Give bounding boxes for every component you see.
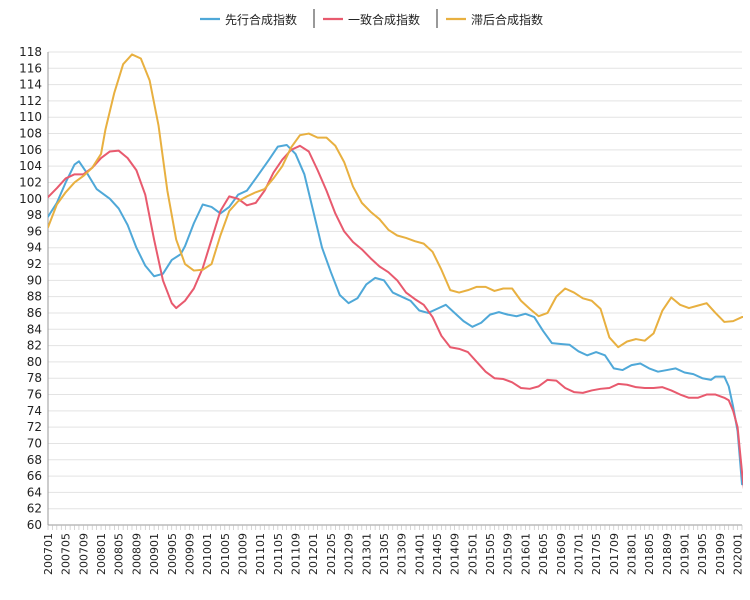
x-tick-label: 201701 bbox=[572, 533, 585, 575]
y-tick-label: 66 bbox=[27, 469, 42, 483]
x-tick-label: 201809 bbox=[661, 533, 674, 575]
y-tick-label: 112 bbox=[19, 94, 42, 108]
x-tick-label: 200901 bbox=[148, 533, 161, 575]
x-tick-label: 200909 bbox=[183, 533, 196, 575]
series-line-2 bbox=[48, 144, 743, 490]
x-axis: 200701 200705 200709 200801 200805 200809 2009… bbox=[42, 533, 745, 575]
x-tick-label: 201801 bbox=[625, 533, 638, 575]
y-tick-label: 110 bbox=[19, 110, 42, 124]
x-tick-label: 201001 bbox=[201, 533, 214, 575]
x-tick-label: 200801 bbox=[95, 533, 108, 575]
x-tick-label: 200905 bbox=[166, 533, 179, 575]
x-tick-label: 201601 bbox=[519, 533, 532, 575]
y-tick-label: 116 bbox=[19, 61, 42, 75]
x-tick-label: 201905 bbox=[696, 533, 709, 575]
x-tick-label: 201405 bbox=[431, 533, 444, 575]
x-tick-label: 201501 bbox=[466, 533, 479, 575]
grid-lines bbox=[48, 51, 742, 526]
x-tick-label: 201309 bbox=[396, 533, 409, 575]
x-tick-label: 201005 bbox=[219, 533, 232, 575]
y-tick-label: 64 bbox=[27, 485, 42, 499]
x-tick-label: 201605 bbox=[537, 533, 550, 575]
x-tick-label: 201201 bbox=[307, 533, 320, 575]
x-tick-label: 201709 bbox=[608, 533, 621, 575]
x-tick-label: 201609 bbox=[555, 533, 568, 575]
x-tick-label: 201805 bbox=[643, 533, 656, 575]
x-tick-label: 201105 bbox=[272, 533, 285, 575]
x-tick-label: 201305 bbox=[378, 533, 391, 575]
series-group bbox=[48, 53, 743, 490]
y-tick-label: 98 bbox=[27, 208, 42, 222]
y-tick-label: 114 bbox=[19, 78, 42, 92]
y-tick-label: 74 bbox=[27, 404, 42, 418]
legend-label: 先行合成指数 bbox=[225, 12, 297, 27]
y-tick-label: 70 bbox=[27, 436, 42, 450]
x-tick-label: 200709 bbox=[77, 533, 90, 575]
series-line-3 bbox=[48, 53, 743, 349]
y-tick-label: 78 bbox=[27, 371, 42, 385]
y-tick-label: 62 bbox=[27, 502, 42, 516]
y-tick-label: 84 bbox=[27, 322, 42, 336]
x-tick-label: 201505 bbox=[484, 533, 497, 575]
x-tick-label: 201705 bbox=[590, 533, 603, 575]
x-tick-label: 201205 bbox=[325, 533, 338, 575]
y-tick-label: 118 bbox=[19, 45, 42, 59]
y-tick-label: 100 bbox=[19, 192, 42, 206]
y-tick-label: 82 bbox=[27, 339, 42, 353]
x-tick-label: 202001 bbox=[732, 533, 745, 575]
y-tick-label: 92 bbox=[27, 257, 42, 271]
x-tick-label: 201009 bbox=[236, 533, 249, 575]
legend-label: 滞后合成指数 bbox=[471, 12, 543, 27]
x-tick-label: 200809 bbox=[130, 533, 143, 575]
y-tick-label: 102 bbox=[19, 175, 42, 189]
x-tick-label: 201109 bbox=[290, 533, 303, 575]
x-tick-label: 201409 bbox=[449, 533, 462, 575]
y-tick-label: 104 bbox=[19, 159, 42, 173]
x-tick-label: 200701 bbox=[42, 533, 55, 575]
x-tick-label: 201901 bbox=[679, 533, 692, 575]
x-tick-label: 201509 bbox=[502, 533, 515, 575]
legend: 先行合成指数 一致合成指数 滞后合成指数 bbox=[200, 9, 543, 28]
y-tick-label: 80 bbox=[27, 355, 42, 369]
y-tick-label: 96 bbox=[27, 224, 42, 238]
x-tick-label: 201909 bbox=[714, 533, 727, 575]
legend-label: 一致合成指数 bbox=[348, 12, 420, 27]
y-tick-label: 106 bbox=[19, 143, 42, 157]
x-tick-label: 201101 bbox=[254, 533, 267, 575]
x-tick-label: 200805 bbox=[113, 533, 126, 575]
x-tick-label: 201401 bbox=[413, 533, 426, 575]
y-tick-label: 94 bbox=[27, 241, 42, 255]
y-tick-label: 60 bbox=[27, 518, 42, 532]
y-tick-label: 88 bbox=[27, 290, 42, 304]
series-line-1 bbox=[48, 143, 743, 486]
x-minor-ticks bbox=[47, 525, 743, 530]
y-tick-label: 86 bbox=[27, 306, 42, 320]
y-tick-label: 76 bbox=[27, 388, 42, 402]
y-tick-label: 72 bbox=[27, 420, 42, 434]
y-tick-label: 68 bbox=[27, 453, 42, 467]
x-tick-label: 200705 bbox=[60, 533, 73, 575]
y-tick-label: 90 bbox=[27, 273, 42, 287]
y-tick-label: 108 bbox=[19, 127, 42, 141]
x-tick-label: 201209 bbox=[343, 533, 356, 575]
y-axis: 60 62 64 66 68 70 72 74 76 78 80 82 84 86 88 90 92 94 96 98… bbox=[19, 45, 42, 532]
x-tick-label: 201301 bbox=[360, 533, 373, 575]
